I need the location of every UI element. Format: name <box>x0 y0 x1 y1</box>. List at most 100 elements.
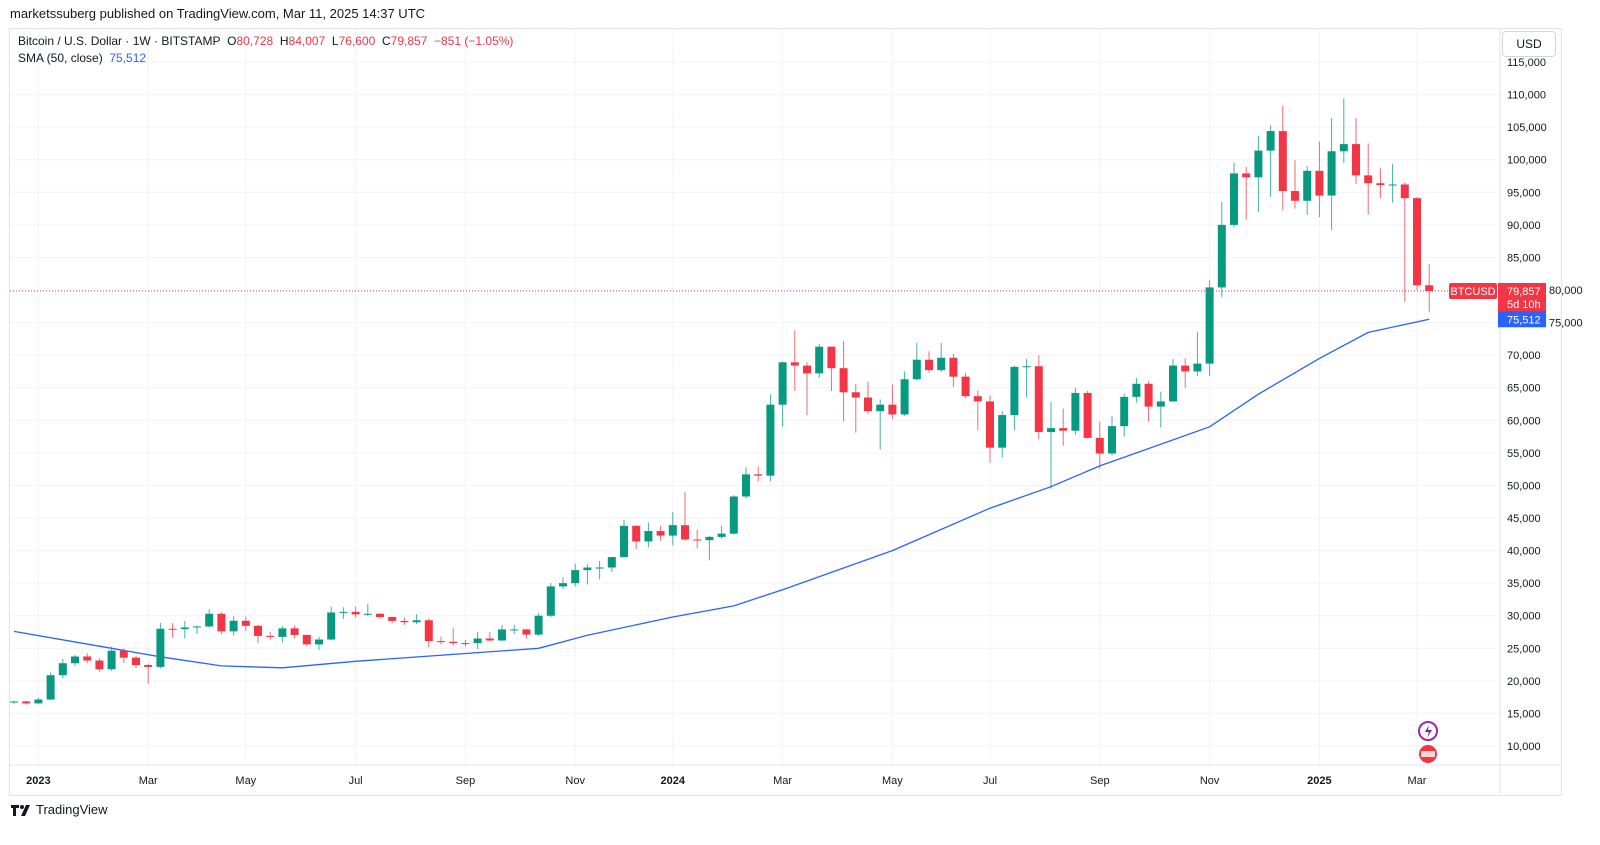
candle-down[interactable] <box>632 525 641 542</box>
candle-up[interactable] <box>461 643 470 645</box>
candle-up[interactable] <box>327 612 336 640</box>
candle-up[interactable] <box>534 615 543 635</box>
candle-up[interactable] <box>1303 170 1312 201</box>
candle-down[interactable] <box>1144 383 1153 407</box>
candle-up[interactable] <box>10 701 18 703</box>
candle-up[interactable] <box>339 611 348 613</box>
candle-up[interactable] <box>998 415 1007 448</box>
candle-down[interactable] <box>217 613 226 632</box>
candle-down[interactable] <box>1083 392 1092 438</box>
tradingview-logo[interactable]: TradingView <box>10 802 108 817</box>
candle-down[interactable] <box>864 397 872 412</box>
candle-up[interactable] <box>1230 173 1238 225</box>
candle-up[interactable] <box>1120 396 1129 427</box>
candle-down[interactable] <box>449 641 458 644</box>
candle-up[interactable] <box>473 638 482 644</box>
candle-down[interactable] <box>973 396 982 402</box>
candle-up[interactable] <box>315 639 323 645</box>
candle-down[interactable] <box>1376 183 1385 186</box>
candle-down[interactable] <box>986 401 994 448</box>
candle-down[interactable] <box>754 474 763 476</box>
candle-up[interactable] <box>1169 365 1177 402</box>
candle-up[interactable] <box>937 357 946 371</box>
candle-down[interactable] <box>1291 191 1299 201</box>
candle-down[interactable] <box>1242 173 1251 178</box>
candle-down[interactable] <box>790 362 799 366</box>
candle-down[interactable] <box>961 376 970 397</box>
candle-up[interactable] <box>571 570 580 584</box>
candle-down[interactable] <box>1278 131 1287 192</box>
candle-down[interactable] <box>851 392 860 398</box>
candle-down[interactable] <box>1315 170 1324 196</box>
candle-down[interactable] <box>888 404 897 415</box>
candle-down[interactable] <box>803 365 811 374</box>
candle-up[interactable] <box>583 567 592 571</box>
candle-up[interactable] <box>205 613 214 627</box>
candle-up[interactable] <box>766 404 775 476</box>
candle-down[interactable] <box>376 613 384 618</box>
candle-up[interactable] <box>156 628 165 667</box>
candle-up[interactable] <box>1254 150 1263 178</box>
candle-up[interactable] <box>620 525 628 558</box>
candle-down[interactable] <box>254 625 262 636</box>
candle-up[interactable] <box>1193 363 1202 372</box>
candle-up[interactable] <box>559 583 567 587</box>
candle-down[interactable] <box>290 628 299 635</box>
candle-up[interactable] <box>729 496 738 534</box>
candle-up[interactable] <box>668 525 677 536</box>
candle-up[interactable] <box>1108 426 1116 454</box>
candle-down[interactable] <box>827 346 836 369</box>
candle-down[interactable] <box>241 620 250 626</box>
candle-up[interactable] <box>1022 366 1031 368</box>
candle-down[interactable] <box>83 656 92 661</box>
candle-up[interactable] <box>912 359 921 380</box>
candle-down[interactable] <box>1352 144 1360 176</box>
candle-up[interactable] <box>229 620 238 632</box>
candle-up[interactable] <box>644 531 653 542</box>
candle-up[interactable] <box>900 379 909 415</box>
candle-down[interactable] <box>388 617 397 621</box>
candle-down[interactable] <box>424 620 433 642</box>
candle-up[interactable] <box>1327 151 1336 196</box>
candle-up[interactable] <box>1071 392 1080 431</box>
candle-down[interactable] <box>400 620 409 623</box>
candle-up[interactable] <box>1205 287 1214 364</box>
candle-up[interactable] <box>180 627 189 630</box>
candle-down[interactable] <box>1364 175 1373 184</box>
candle-up[interactable] <box>1156 401 1165 407</box>
candle-up[interactable] <box>58 663 67 676</box>
candle-up[interactable] <box>34 699 43 704</box>
candle-down[interactable] <box>119 650 128 658</box>
candle-up[interactable] <box>815 346 824 374</box>
candle-down[interactable] <box>681 525 689 540</box>
candle-up[interactable] <box>46 675 55 700</box>
candle-up[interactable] <box>510 629 519 631</box>
candle-up[interactable] <box>71 656 79 664</box>
candle-up[interactable] <box>363 613 372 615</box>
candle-down[interactable] <box>1425 285 1434 291</box>
candle-up[interactable] <box>546 586 555 616</box>
symbol-legend[interactable]: Bitcoin / U.S. Dollar · 1W · BITSTAMP O8… <box>18 33 513 50</box>
candle-down[interactable] <box>839 368 848 393</box>
candle-down[interactable] <box>485 638 494 641</box>
candle-up[interactable] <box>1339 144 1348 152</box>
candle-down[interactable] <box>132 657 140 666</box>
candle-up[interactable] <box>876 404 885 412</box>
candle-up[interactable] <box>595 567 604 569</box>
candle-up[interactable] <box>278 628 287 637</box>
candle-up[interactable] <box>193 626 201 628</box>
candle-up[interactable] <box>705 536 714 541</box>
currency-button[interactable]: USD <box>1502 31 1556 57</box>
candle-up[interactable] <box>1132 383 1141 397</box>
candle-down[interactable] <box>95 660 104 670</box>
candle-up[interactable] <box>1010 366 1019 416</box>
candle-up[interactable] <box>1047 428 1055 433</box>
candle-up[interactable] <box>778 362 787 405</box>
candle-down[interactable] <box>168 628 177 630</box>
sma-legend[interactable]: SMA (50, close) 75,512 <box>18 50 513 67</box>
candle-up[interactable] <box>1388 184 1397 186</box>
candle-down[interactable] <box>351 611 360 615</box>
candle-up[interactable] <box>1266 131 1275 151</box>
candle-down[interactable] <box>949 357 958 377</box>
candle-down[interactable] <box>1181 365 1190 372</box>
